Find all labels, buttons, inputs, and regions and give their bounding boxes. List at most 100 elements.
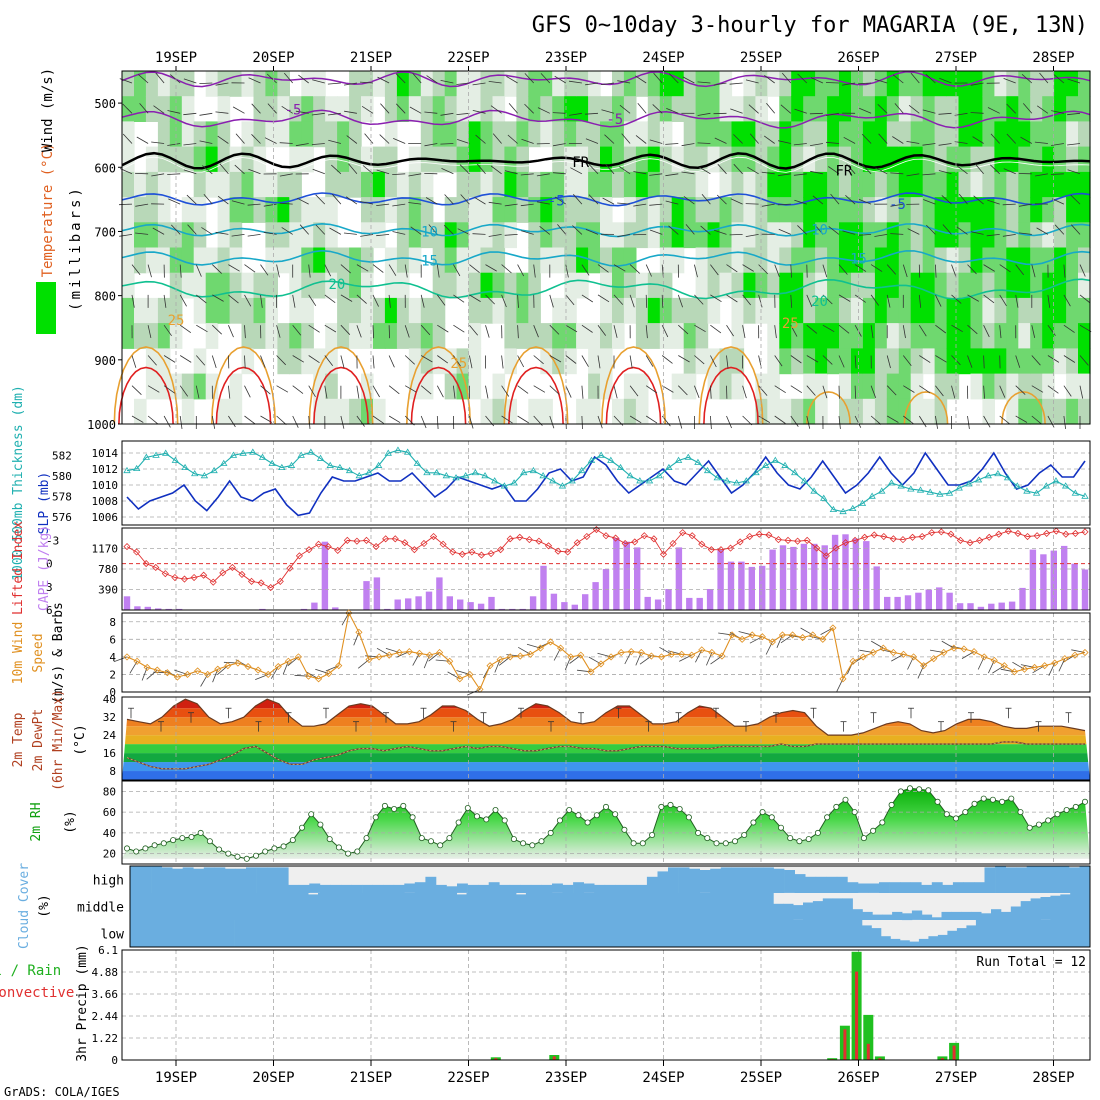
rh-cell: [898, 197, 912, 223]
wind-barb: [629, 355, 633, 369]
chart-title: GFS 0~10day 3-hourly for MAGARIA (9E, 13…: [532, 13, 1088, 38]
wind-barb: [1034, 141, 1048, 144]
rh-cell: [337, 171, 350, 198]
rh-cell: [301, 348, 314, 375]
rh-cell: [1030, 71, 1043, 97]
lifted-index-point: [554, 547, 562, 555]
cloud-cell-middle: [575, 893, 586, 920]
rh-cell: [169, 272, 183, 299]
cloud-cell-low: [995, 920, 1005, 947]
thickness-point: [220, 459, 228, 466]
thickness-point: [926, 488, 934, 495]
wind-barb: [838, 264, 848, 275]
wind-barb: [906, 173, 920, 177]
rh-cell: [1078, 197, 1091, 223]
rh-cell: [719, 146, 733, 173]
rh-cell: [1054, 247, 1067, 274]
wind-barb: [894, 103, 904, 114]
cloud-cell-middle: [981, 913, 992, 921]
wind-barb: [665, 173, 679, 177]
wind-barb: [167, 110, 181, 114]
thickness-point: [800, 477, 809, 484]
wind-barb: [605, 163, 615, 175]
rh-cell: [1042, 297, 1055, 324]
rh-cell: [229, 272, 243, 299]
cloud-cell-low: [1042, 920, 1053, 947]
wind-barb: [554, 75, 567, 84]
wind-barb: [201, 227, 213, 235]
rh-cell: [1030, 373, 1043, 400]
cloud-cell-low: [1071, 920, 1081, 947]
cape-bar: [904, 595, 912, 610]
wind-barb: [730, 198, 743, 205]
wind-barb: [361, 105, 374, 114]
wind-barb: [557, 224, 567, 235]
cloud-cell-high: [931, 882, 943, 893]
wind-tick-label: 4: [109, 651, 116, 664]
rh-cell: [934, 197, 948, 223]
cloud-cell-high: [499, 884, 511, 893]
wind-barb: [215, 82, 229, 86]
rh-cell: [384, 121, 398, 148]
cloud-cell-middle: [367, 893, 378, 920]
rh-cell: [934, 323, 948, 349]
cloud-cell-low: [757, 920, 768, 947]
rh-cell: [1018, 96, 1031, 122]
rh-cell: [958, 297, 972, 324]
rh-cell: [325, 348, 338, 375]
wind-barb: [453, 385, 456, 399]
wind-speed-point: [889, 648, 897, 657]
rh-cell: [301, 297, 314, 324]
rh-cell: [791, 323, 804, 349]
wind-barb: [163, 415, 171, 428]
rh-cell: [588, 398, 601, 425]
rh-cell: [659, 323, 673, 349]
wind-barb: [892, 136, 904, 144]
rh-cell: [205, 272, 219, 299]
cape-bar: [363, 581, 370, 610]
wind-barb: [311, 112, 325, 116]
wind-barb: [1015, 355, 1021, 368]
wind-barb: [276, 355, 286, 366]
rh-cell: [803, 171, 816, 198]
precip-tick-label: 0: [111, 1054, 118, 1067]
wind-barb: [742, 385, 747, 399]
wind-barb: [1051, 143, 1064, 146]
wind-barb: [504, 234, 518, 236]
cape-bar: [311, 602, 318, 610]
wind-barb: [356, 264, 369, 272]
thickness-point: [752, 468, 760, 476]
rh-cell: [707, 71, 721, 97]
rh-cell: [994, 247, 1007, 274]
rh-cell: [576, 197, 589, 223]
rh-cell: [576, 398, 589, 425]
wind-barb: [408, 202, 422, 205]
cloud-cell-low: [149, 920, 159, 947]
rh-cell: [492, 96, 506, 122]
rh-cell: [528, 197, 541, 223]
wind-speed-point: [496, 655, 504, 664]
thickness-point: [181, 463, 189, 471]
wind-barb: [147, 355, 157, 366]
wind-barb: [324, 385, 328, 399]
rh-cell: [325, 96, 338, 122]
slp-tick-label: 1014: [92, 447, 119, 460]
panel-bg: [122, 441, 1090, 525]
rh-point: [437, 842, 444, 849]
wind-barb: [635, 75, 647, 84]
rh-cell: [540, 71, 553, 97]
wind-barb: [682, 76, 695, 84]
lifted-index-point: [171, 573, 179, 582]
wind-speed-point: [304, 672, 313, 680]
rh-cell: [671, 222, 685, 249]
thickness-point: [936, 490, 944, 497]
lifted-index-point: [410, 546, 418, 554]
bottom-date-label: 21SEP: [350, 1070, 392, 1086]
rh-cell: [982, 297, 995, 324]
cape-bar: [613, 538, 620, 610]
wind-barb: [1079, 264, 1086, 277]
wind-barb: [987, 199, 1000, 205]
cloud-cell-low: [244, 920, 254, 947]
rh-cell: [1054, 297, 1067, 324]
rh-cell: [970, 171, 984, 198]
